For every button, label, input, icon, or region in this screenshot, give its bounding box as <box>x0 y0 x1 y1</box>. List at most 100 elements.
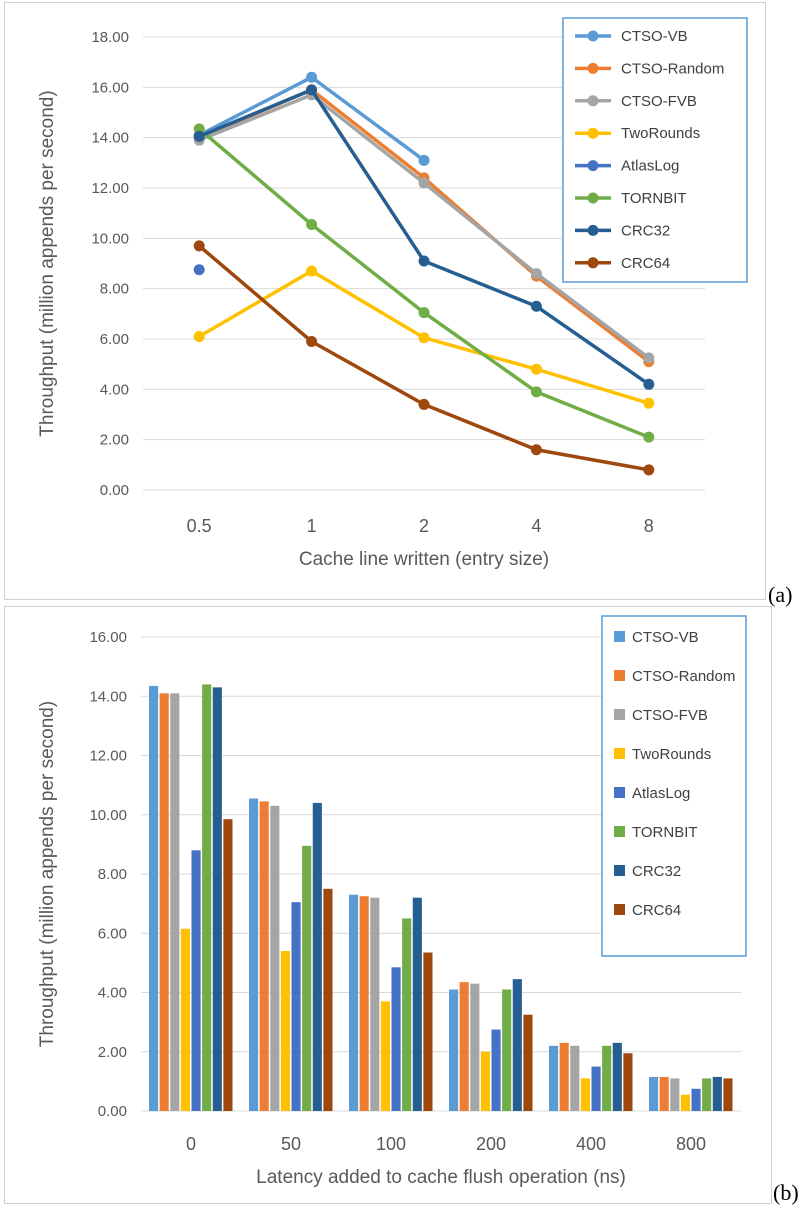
bar-ctso-fvb <box>470 983 480 1111</box>
legend-label-crc32: CRC32 <box>621 222 670 239</box>
y-tick-label: 12.00 <box>91 180 129 197</box>
bar-crc32 <box>212 687 222 1111</box>
y-tick-label: 6.00 <box>98 925 127 942</box>
x-axis-title: Cache line written (entry size) <box>299 549 549 570</box>
x-tick-label: 4 <box>531 516 541 536</box>
data-point-ctso-vb <box>306 71 318 83</box>
bar-crc64 <box>423 952 433 1111</box>
data-point-ctso-vb <box>418 154 430 166</box>
x-tick-label: 0 <box>186 1134 196 1154</box>
legend-marker <box>587 30 599 42</box>
bar-ctso-fvb <box>270 805 280 1111</box>
panel-label-b: (b) <box>773 1180 798 1205</box>
legend-label-ctso-random: CTSO-Random <box>632 668 735 685</box>
bar-crc32 <box>712 1076 722 1111</box>
legend-label-ctso-fvb: CTSO-FVB <box>632 707 708 724</box>
legend-swatch <box>614 787 625 798</box>
legend-marker <box>587 95 599 107</box>
data-point-crc64 <box>643 464 655 476</box>
data-point-tworounds <box>193 330 205 342</box>
legend-label-ctso-vb: CTSO-VB <box>621 28 688 45</box>
y-tick-label: 0.00 <box>98 1103 127 1120</box>
y-tick-label: 14.00 <box>91 130 129 147</box>
data-point-ctso-fvb <box>643 352 655 364</box>
bar-ctso-vb <box>349 894 359 1111</box>
bar-ctso-vb <box>149 685 159 1111</box>
bar-tworounds <box>180 928 190 1111</box>
x-tick-label: 1 <box>307 516 317 536</box>
bar-tworounds <box>680 1094 690 1111</box>
bar-ctso-random <box>259 801 269 1111</box>
x-tick-label: 2 <box>419 516 429 536</box>
data-point-tornbit <box>643 431 655 443</box>
bar-ctso-vb <box>549 1045 559 1111</box>
y-tick-label: 10.00 <box>89 807 127 824</box>
legend-box <box>562 17 748 283</box>
data-point-tworounds <box>530 363 542 375</box>
legend-label-atlaslog: AtlasLog <box>621 158 679 175</box>
legend-label-ctso-fvb: CTSO-FVB <box>621 93 697 110</box>
legend-marker <box>587 160 599 172</box>
bar-ctso-random <box>359 896 369 1111</box>
legend-label-ctso-random: CTSO-Random <box>621 60 724 77</box>
data-point-tworounds <box>306 265 318 277</box>
legend-swatch <box>614 670 625 681</box>
legend-label-crc64: CRC64 <box>621 255 670 272</box>
data-point-crc32 <box>530 300 542 312</box>
bar-atlaslog <box>591 1066 601 1111</box>
y-tick-label: 4.00 <box>100 381 129 398</box>
bar-tworounds <box>380 1001 390 1111</box>
bar-crc64 <box>323 888 333 1111</box>
bar-tworounds <box>580 1078 590 1111</box>
data-point-crc64 <box>193 240 205 252</box>
y-axis-title: Throughput (million appends per second) <box>37 90 58 436</box>
x-tick-label: 100 <box>376 1134 406 1154</box>
legend-marker <box>587 127 599 139</box>
bar-crc32 <box>312 802 322 1111</box>
bar-tworounds <box>280 951 290 1111</box>
data-point-tornbit <box>306 218 318 230</box>
x-axis-title: Latency added to cache flush operation (… <box>256 1167 626 1188</box>
legend-marker <box>587 257 599 269</box>
legend-label-atlaslog: AtlasLog <box>632 785 690 802</box>
legend-swatch <box>614 865 625 876</box>
bar-ctso-vb <box>649 1076 659 1111</box>
bar-tornbit <box>502 989 512 1111</box>
legend-swatch <box>614 709 625 720</box>
data-point-tworounds <box>643 397 655 409</box>
legend-swatch <box>614 904 625 915</box>
data-point-crc64 <box>530 444 542 456</box>
x-tick-label: 50 <box>281 1134 301 1154</box>
data-point-ctso-fvb <box>530 268 542 280</box>
x-tick-label: 400 <box>576 1134 606 1154</box>
bar-ctso-fvb <box>370 897 380 1111</box>
y-tick-label: 2.00 <box>98 1044 127 1061</box>
y-tick-label: 8.00 <box>98 866 127 883</box>
y-tick-label: 6.00 <box>100 331 129 348</box>
bar-atlaslog <box>291 902 301 1111</box>
legend-swatch <box>614 631 625 642</box>
bar-ctso-fvb <box>670 1078 680 1111</box>
y-tick-label: 16.00 <box>89 629 127 646</box>
y-tick-label: 16.00 <box>91 79 129 96</box>
legend-label-tworounds: TwoRounds <box>621 125 700 142</box>
legend-label-crc32: CRC32 <box>632 863 681 880</box>
bar-ctso-vb <box>249 798 259 1111</box>
data-point-tornbit <box>418 307 430 319</box>
legend-label-tornbit: TORNBIT <box>632 824 698 841</box>
bar-crc64 <box>723 1078 733 1111</box>
y-axis-title: Throughput (million appends per second) <box>37 701 58 1047</box>
bar-crc64 <box>523 1014 533 1111</box>
legend-swatch <box>614 826 625 837</box>
data-point-tworounds <box>418 332 430 344</box>
bar-atlaslog <box>691 1088 701 1111</box>
legend-label-ctso-vb: CTSO-VB <box>632 629 699 646</box>
bar-ctso-random <box>659 1076 669 1111</box>
bar-ctso-random <box>459 982 469 1111</box>
bar-crc64 <box>623 1053 633 1111</box>
bar-ctso-fvb <box>170 693 180 1111</box>
y-tick-label: 0.00 <box>100 482 129 499</box>
data-point-tornbit <box>193 123 205 135</box>
panel-label-a: (a) <box>768 582 793 607</box>
bar-crc64 <box>223 819 233 1111</box>
